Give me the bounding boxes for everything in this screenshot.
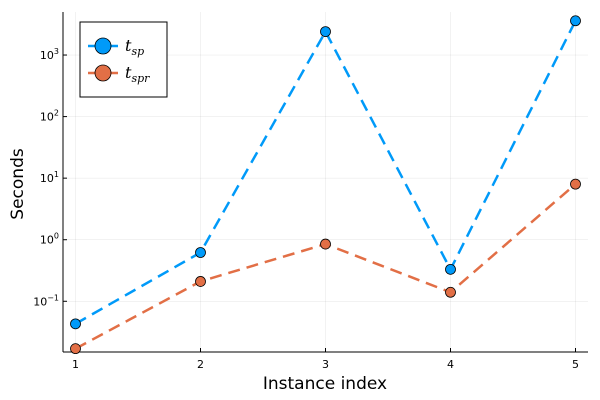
legend-marker-0 [94,37,112,55]
data-point [570,178,581,190]
y-axis-title: Seconds [8,148,28,220]
y-tick-base: 10 [40,49,54,62]
series-line-0 [74,20,577,325]
data-point [70,318,81,330]
y-tick-exponent: 1 [54,170,59,179]
y-tick-base: 10 [40,172,54,185]
data-point [70,343,81,355]
y-tick-base: 10 [33,295,47,308]
legend-box [79,21,168,98]
x-tick-label: 1 [72,358,79,371]
data-point [195,276,206,287]
x-tick-label: 4 [447,358,454,371]
data-point [445,263,456,275]
y-tick-exponent: 0 [54,232,59,241]
legend-label-base: t [125,36,132,55]
y-tick-base: 10 [40,111,54,124]
y-tick-exponent: 2 [54,109,59,118]
data-point [445,286,456,298]
legend-label-0: tsp [125,36,144,58]
legend-label-subscript: spr [131,72,150,85]
y-tick-label: 102 [40,109,59,124]
legend-label-base: t [125,63,132,82]
y-tick-label: 100 [40,232,59,247]
data-point [570,15,581,27]
legend-label-1: tspr [125,63,150,85]
y-tick-exponent: 3 [54,47,59,56]
y-tick-exponent: −1 [47,293,59,302]
y-tick-label: 10−1 [33,293,59,308]
legend-label-subscript: sp [131,45,144,58]
x-axis-title: Instance index [263,374,387,394]
x-tick-label: 3 [322,358,329,371]
legend-marker-1 [94,64,112,82]
data-point [195,247,206,258]
y-tick-label: 101 [40,170,59,185]
data-point [320,238,331,250]
x-tick-label: 2 [197,358,204,371]
series [70,15,581,355]
x-ticks: 1 2 3 4 5 [72,348,579,371]
data-point [320,26,331,38]
y-tick-label: 103 [40,47,59,62]
y-tick-base: 10 [40,234,54,247]
x-tick-label: 5 [572,358,579,371]
